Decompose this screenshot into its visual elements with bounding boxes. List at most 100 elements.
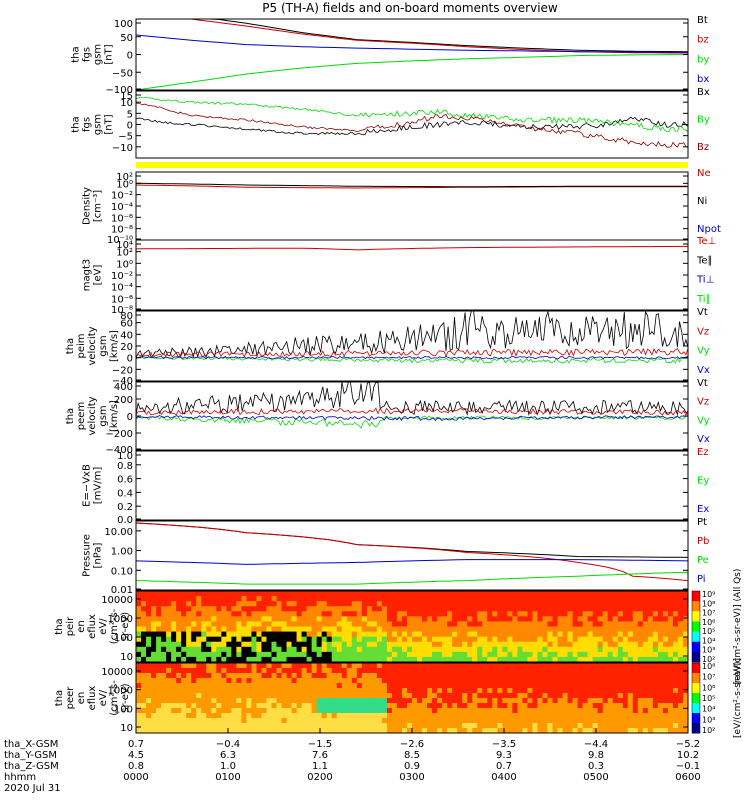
heatmap-cell — [412, 683, 418, 689]
heatmap-cell — [141, 646, 147, 653]
heatmap-cell — [542, 703, 548, 709]
heatmap-cell — [381, 708, 388, 714]
x-tick-label: 0.7 — [496, 761, 512, 772]
heatmap-cell — [537, 611, 543, 617]
heatmap-cell — [532, 723, 538, 729]
heatmap-cell — [507, 703, 513, 709]
heatmap-cell — [146, 656, 152, 663]
heatmap-cell — [447, 713, 453, 719]
heatmap-cell — [381, 663, 388, 669]
heatmap-cell — [652, 646, 659, 653]
heatmap-cell — [462, 723, 468, 729]
heatmap-cell — [552, 693, 559, 699]
heatmap-cell — [602, 703, 609, 709]
heatmap-cell — [457, 591, 463, 597]
heatmap-cell — [261, 621, 267, 627]
heatmap-cell — [607, 606, 614, 612]
heatmap-cell — [391, 636, 398, 643]
heatmap-cell — [296, 621, 303, 627]
heatmap-cell — [246, 703, 252, 709]
heatmap-cell — [572, 713, 579, 719]
heatmap-cell — [356, 708, 363, 714]
heatmap-cell — [316, 621, 323, 627]
heatmap-cell — [376, 688, 383, 694]
heatmap-cell — [331, 651, 338, 658]
y-axis-label: tha — [71, 46, 82, 62]
heatmap-cell — [642, 601, 649, 607]
heatmap-cell — [211, 641, 217, 648]
heatmap-cell — [487, 663, 493, 669]
heatmap-cell — [567, 683, 574, 689]
heatmap-cell — [547, 708, 554, 714]
heatmap-cell — [437, 591, 443, 597]
heatmap-cell — [156, 626, 162, 633]
heatmap-cell — [281, 678, 288, 684]
heatmap-cell — [381, 611, 388, 617]
heatmap-cell — [141, 663, 147, 669]
heatmap-cell — [361, 683, 368, 689]
heatmap-cell — [291, 656, 298, 663]
heatmap-cell — [467, 651, 473, 658]
heatmap-cell — [156, 703, 162, 709]
heatmap-cell — [236, 673, 242, 679]
heatmap-cell — [376, 606, 383, 612]
heatmap-cell — [447, 606, 453, 612]
heatmap-cell — [597, 591, 604, 597]
heatmap-cell — [211, 723, 217, 729]
heatmap-cell — [502, 663, 508, 669]
heatmap-cell — [241, 683, 247, 689]
heatmap-cell — [672, 606, 679, 612]
heatmap-cell — [627, 636, 634, 643]
heatmap-cell — [682, 673, 689, 679]
heatmap-cell — [427, 641, 433, 648]
y-axis-label: tha — [54, 618, 65, 634]
heatmap-cell — [567, 723, 574, 729]
heatmap-cell — [156, 673, 162, 679]
heatmap-cell — [326, 663, 333, 669]
heatmap-cell — [497, 708, 503, 714]
heatmap-cell — [246, 713, 252, 719]
heatmap-cell — [166, 683, 172, 689]
heatmap-cell — [306, 683, 313, 689]
heatmap-cell — [672, 651, 679, 658]
heatmap-cell — [482, 688, 488, 694]
heatmap-cell — [512, 693, 518, 699]
heatmap-cell — [477, 636, 483, 643]
heatmap-cell — [527, 698, 533, 704]
heatmap-cell — [196, 616, 202, 622]
heatmap-cell — [612, 698, 619, 704]
heatmap-cell — [181, 616, 187, 622]
heatmap-cell — [672, 683, 679, 689]
heatmap-cell — [141, 616, 147, 622]
heatmap-cell — [261, 601, 267, 607]
heatmap-cell — [226, 641, 232, 648]
heatmap-cell — [261, 713, 267, 719]
y-axis-label: tha — [71, 116, 82, 132]
heatmap-cell — [572, 611, 579, 617]
heatmap-cell — [492, 591, 498, 597]
heatmap-cell — [477, 631, 483, 638]
legend-entry: Bx — [697, 87, 710, 98]
heatmap-cell — [401, 683, 408, 689]
heatmap-cell — [522, 703, 528, 709]
heatmap-cell — [391, 663, 398, 669]
heatmap-cell — [311, 631, 318, 638]
heatmap-cell — [341, 728, 348, 734]
heatmap-cell — [146, 718, 152, 724]
heatmap-cell — [617, 663, 624, 669]
heatmap-cell — [156, 641, 162, 648]
heatmap-cell — [361, 673, 368, 679]
heatmap-cell — [351, 693, 358, 699]
heatmap-cell — [647, 703, 654, 709]
heatmap-cell — [266, 688, 272, 694]
heatmap-cell — [592, 663, 599, 669]
heatmap-cell — [667, 621, 674, 627]
heatmap-cell — [391, 651, 398, 658]
heatmap-cell — [226, 718, 232, 724]
heatmap-cell — [647, 728, 654, 734]
heatmap-cell — [301, 636, 308, 643]
colorbar-tick-label: 10³ — [702, 646, 715, 655]
heatmap-cell — [241, 718, 247, 724]
heatmap-cell — [657, 621, 664, 627]
heatmap-cell — [552, 601, 559, 607]
